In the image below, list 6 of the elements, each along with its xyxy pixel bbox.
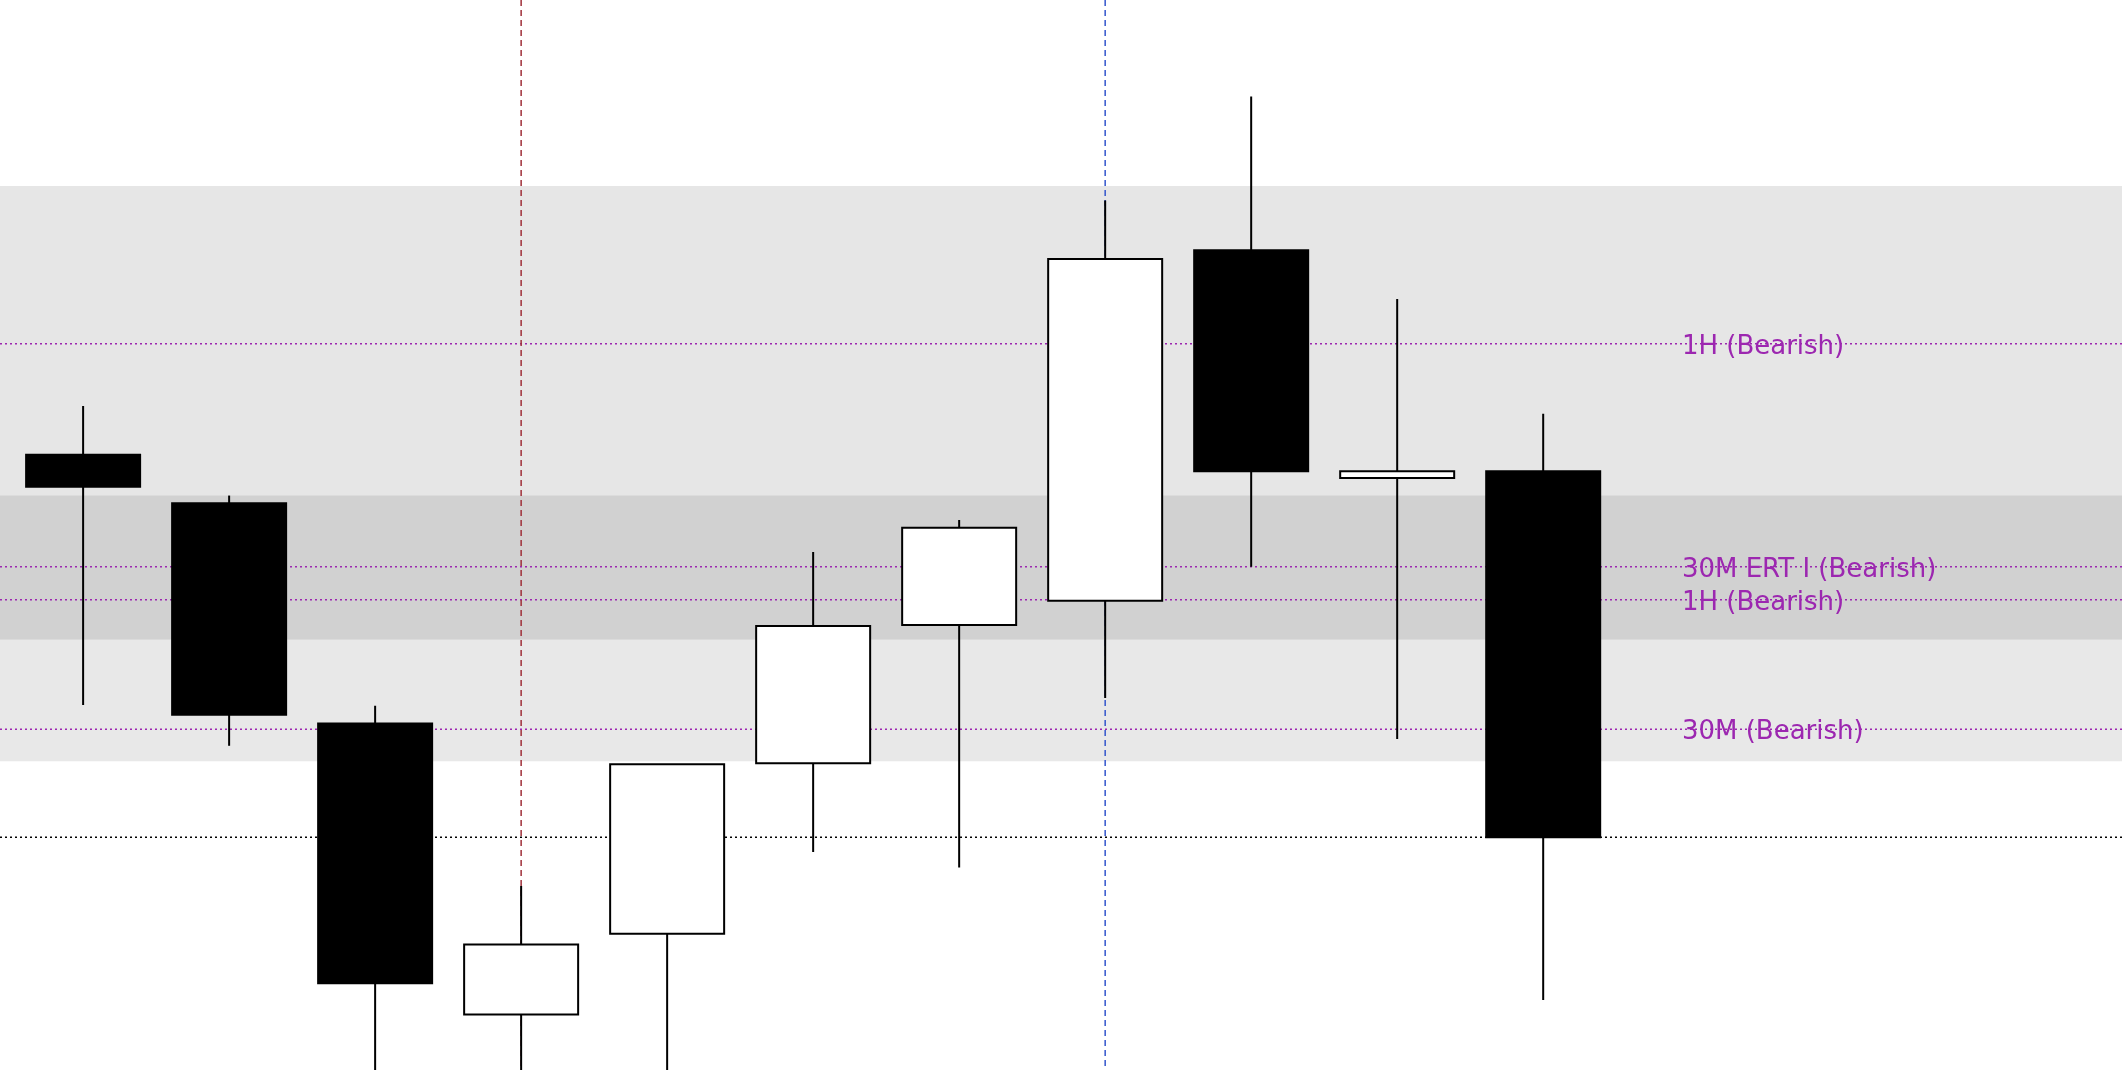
ref-line-label: 30M ERT I (Bearish) <box>1681 552 1937 583</box>
ref-line-label: 1H (Bearish) <box>1681 329 1845 360</box>
candlestick <box>1339 297 1456 740</box>
ref-line-label: 1H (Bearish) <box>1681 585 1845 616</box>
ref-line-label: 30M (Bearish) <box>1681 715 1864 746</box>
candlestick <box>25 405 142 706</box>
